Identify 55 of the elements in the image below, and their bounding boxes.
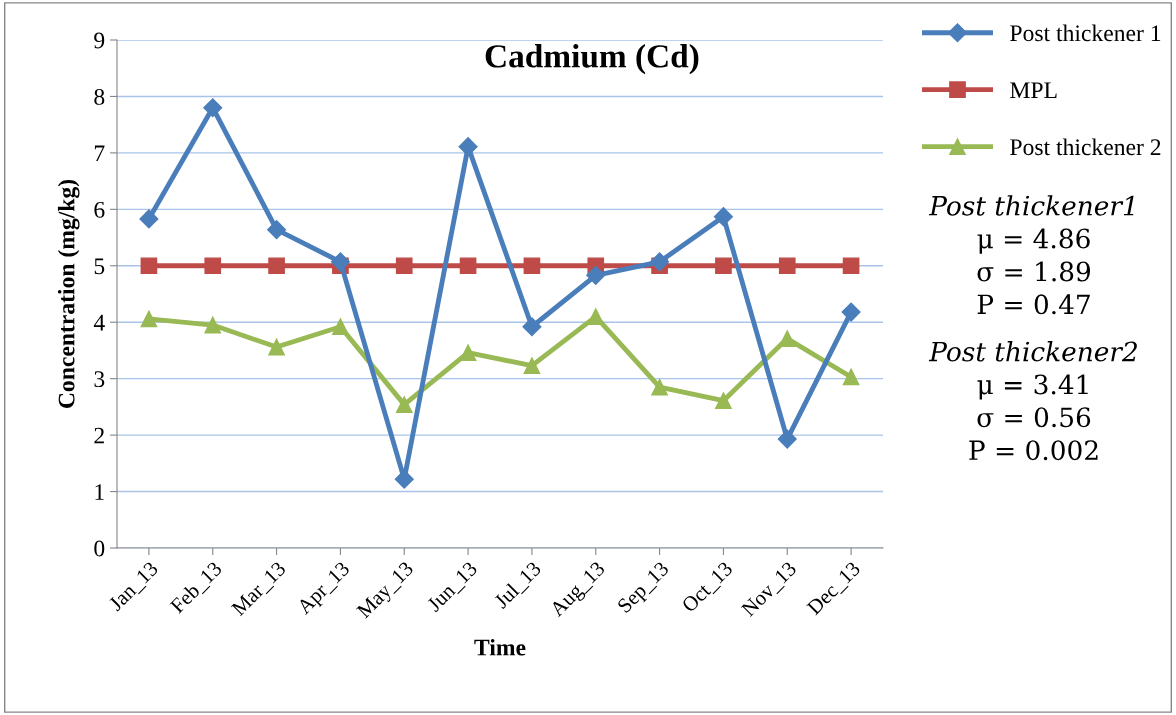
text: μ = 4.86 xyxy=(977,228,1090,254)
point xyxy=(777,429,797,449)
text: Post thickener2 xyxy=(928,341,1137,362)
point xyxy=(586,265,606,285)
text: σ = 1.89 xyxy=(977,261,1091,282)
y-tick-label: 0 xyxy=(94,540,105,557)
y-tick-label: 9 xyxy=(94,32,105,49)
y-axis-title: Concentration (mg/kg) xyxy=(57,179,80,408)
y-tick-label: 1 xyxy=(95,484,104,500)
chart-title: Cadmium (Cd) xyxy=(485,44,699,75)
text: μ = 3.41 xyxy=(977,374,1088,400)
text: P = 0.002 xyxy=(969,440,1098,461)
point xyxy=(268,257,285,275)
point xyxy=(140,257,158,275)
point xyxy=(842,257,860,275)
point xyxy=(842,368,860,386)
y-tick-label: 2 xyxy=(94,427,104,444)
y-tick-label: 4 xyxy=(93,314,105,331)
point xyxy=(841,302,861,322)
point xyxy=(522,317,542,337)
point xyxy=(459,344,477,362)
y-tick-label: 5 xyxy=(94,258,105,275)
point xyxy=(139,209,159,229)
point xyxy=(267,220,287,240)
point xyxy=(395,257,413,275)
point xyxy=(330,252,350,272)
y-tick-label: 3 xyxy=(94,371,105,388)
point xyxy=(459,257,477,275)
point xyxy=(715,392,732,410)
text: σ = 0.56 xyxy=(977,407,1091,428)
point xyxy=(778,257,796,275)
y-tick-label: 8 xyxy=(94,88,105,105)
point xyxy=(204,257,222,275)
point xyxy=(458,137,478,157)
y-tick-label: 6 xyxy=(94,201,105,218)
point xyxy=(650,252,670,272)
text: P = 0.47 xyxy=(977,294,1090,315)
point xyxy=(395,396,413,413)
point xyxy=(523,357,541,375)
legend-label: Post thickener 2 xyxy=(1010,138,1161,156)
point xyxy=(332,318,349,336)
x-axis-title: Time xyxy=(474,638,526,656)
point xyxy=(587,308,605,325)
legend-label: Post thickener 1 xyxy=(1010,24,1161,42)
point xyxy=(713,207,733,227)
point xyxy=(268,338,285,356)
point xyxy=(203,98,223,118)
y-tick-label: 7 xyxy=(94,145,105,162)
legend-label: MPL xyxy=(1010,82,1057,98)
point xyxy=(651,378,668,396)
point xyxy=(204,316,222,334)
point xyxy=(715,257,732,275)
point xyxy=(140,310,158,328)
text: Post thickener1 xyxy=(928,195,1134,216)
point xyxy=(523,257,541,275)
